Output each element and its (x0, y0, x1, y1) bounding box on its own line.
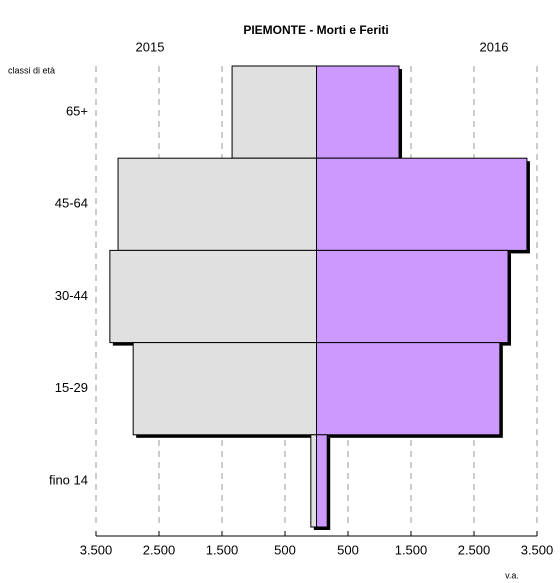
bar (316, 342, 501, 436)
legend-label: 2015 (136, 39, 165, 54)
bar (316, 434, 328, 528)
bar (231, 65, 317, 159)
y-tick-label: fino 14 (49, 472, 88, 487)
x-tick-label: 1.500 (395, 542, 428, 557)
bar (316, 157, 528, 251)
x-tick-label: 3.500 (521, 542, 554, 557)
y-tick-label: 45-64 (55, 196, 88, 211)
legend-label: 2016 (480, 39, 509, 54)
x-tick-label: 3.500 (80, 542, 113, 557)
y-tick-label: 65+ (66, 104, 88, 119)
y-tick-label: 15-29 (55, 380, 88, 395)
x-tick-label: 2.500 (458, 542, 491, 557)
bar (316, 249, 509, 344)
x-tick-label: 1.500 (206, 542, 239, 557)
y-axis-label: classi di età (8, 65, 55, 75)
x-tick-label: 500 (337, 542, 359, 557)
chart-title: PIEMONTE - Morti e Feriti (243, 23, 388, 37)
bar (109, 249, 317, 344)
bar (316, 65, 400, 159)
bar (117, 157, 317, 251)
x-tick-label: 2.500 (143, 542, 176, 557)
x-axis-label: v.a. (505, 570, 519, 580)
bar (132, 342, 317, 436)
y-tick-label: 30-44 (55, 288, 88, 303)
x-tick-label: 500 (274, 542, 296, 557)
bar (310, 434, 317, 528)
